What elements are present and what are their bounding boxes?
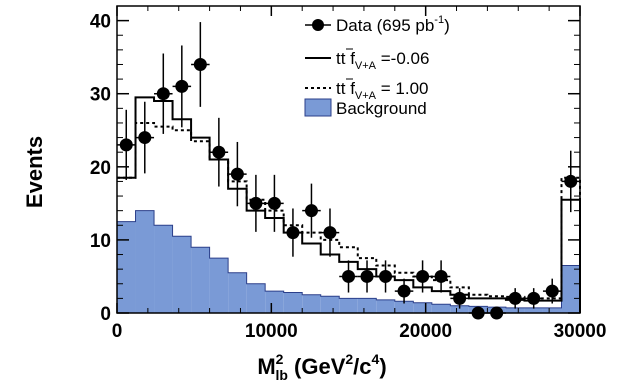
x-axis-sub: lb — [275, 367, 287, 381]
x-axis-unit-sup2: 4 — [372, 351, 380, 367]
background-bar — [505, 307, 525, 313]
data-point — [379, 269, 393, 283]
background-bar — [413, 302, 432, 313]
x-axis-base: M — [257, 354, 275, 379]
x-tick-label: 20000 — [399, 321, 452, 342]
plot-frame — [116, 5, 581, 314]
background-bar — [265, 291, 284, 313]
data-point — [212, 145, 226, 159]
legend-label-solid: tt fV+A =-0.06 — [336, 49, 429, 72]
background-bar — [191, 247, 210, 313]
data-point — [545, 284, 559, 298]
y-tick-label: 40 — [90, 12, 111, 33]
background-bar — [320, 296, 340, 313]
legend-label-dashed: tt fV+A = 1.00 — [336, 79, 429, 102]
background-bar — [431, 304, 451, 313]
axes: 0 10000 20000 30000 0 10 20 30 40 — [90, 5, 607, 342]
data-point — [360, 269, 374, 283]
data-point — [286, 226, 300, 240]
background-bar — [135, 210, 155, 313]
background-bar — [542, 307, 562, 313]
legend: Data (695 pb-1) tt fV+A =-0.06 tt fV+A =… — [304, 14, 450, 118]
background-bar — [302, 294, 321, 313]
data-point — [323, 226, 337, 240]
background-bar — [357, 298, 377, 313]
data-point — [267, 196, 281, 210]
data-point — [434, 269, 448, 283]
background-bar — [376, 299, 395, 313]
y-tick-label: 10 — [90, 231, 111, 252]
background-bar — [394, 301, 414, 313]
y-tick-label: 20 — [90, 158, 111, 179]
x-axis-title: M2 lb (GeV2/c4) — [257, 351, 386, 381]
data-point — [249, 196, 263, 210]
data-point — [416, 269, 430, 283]
background-bar — [246, 283, 266, 313]
legend-label-background: Background — [336, 99, 427, 118]
data-point — [138, 131, 152, 145]
dashed-step-line — [117, 121, 581, 313]
x-axis-unit-mid: /c — [353, 354, 371, 379]
plot-area — [116, 22, 581, 320]
background-outline — [116, 210, 581, 313]
data-point — [508, 291, 522, 305]
data-point — [119, 138, 133, 152]
background-bar — [209, 258, 229, 313]
y-tick-label: 30 — [90, 85, 111, 106]
y-axis-title: Events — [22, 136, 47, 208]
x-axis-unit-sup1: 2 — [345, 351, 353, 367]
x-axis-sup: 2 — [276, 351, 284, 367]
background-bar — [561, 265, 580, 313]
background-bar — [283, 292, 303, 313]
data-point — [527, 291, 541, 305]
background-bar — [117, 221, 136, 313]
background-bar — [154, 225, 173, 313]
data-point — [175, 79, 189, 93]
data-point — [397, 284, 411, 298]
data-point — [564, 174, 578, 188]
background-bar — [172, 236, 192, 313]
legend-marker-background — [304, 98, 332, 117]
x-axis-unit-close: ) — [379, 354, 386, 379]
legend-label-data: Data (695 pb-1) — [336, 14, 450, 35]
x-tick-label: 0 — [112, 321, 123, 342]
data-point — [156, 87, 170, 101]
x-tick-label: 10000 — [245, 321, 298, 342]
background-bar — [228, 272, 247, 313]
y-tick-label: 0 — [100, 304, 111, 325]
data-point — [304, 204, 318, 218]
data-point — [230, 167, 244, 181]
background-bar — [339, 298, 358, 313]
x-axis-unit-open: (GeV — [288, 354, 346, 379]
data-point — [453, 291, 467, 305]
background-bar — [450, 305, 469, 313]
x-tick-label: 30000 — [554, 321, 607, 342]
data-point — [342, 269, 355, 283]
background-bar — [524, 307, 543, 313]
data-point — [193, 57, 207, 71]
